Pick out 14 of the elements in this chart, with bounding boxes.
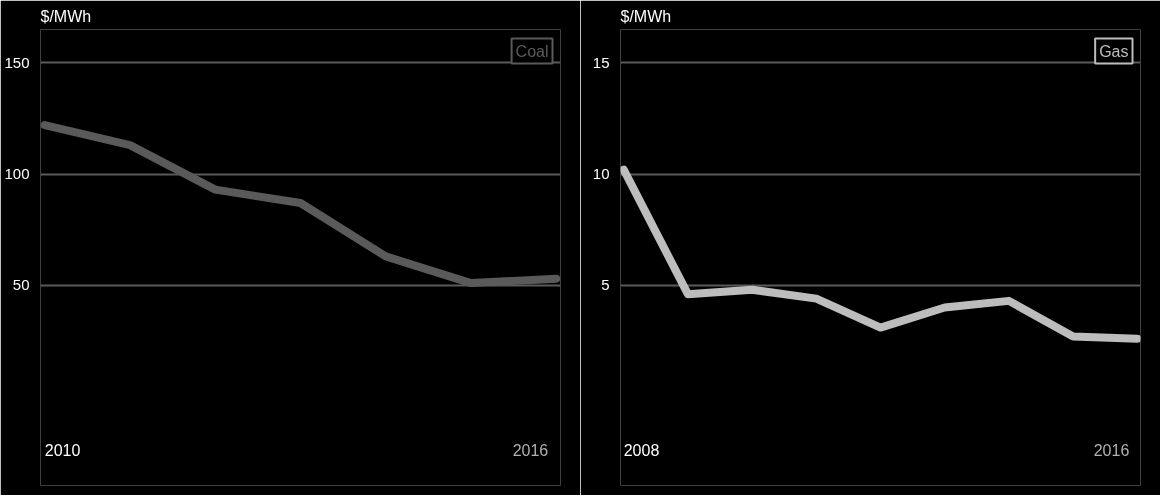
y-tick-label: 10 [592,165,610,183]
annotation: 2016 [1093,441,1130,459]
y-axis-title: $/MWh [620,7,672,25]
y-tick-label: 150 [4,53,30,71]
annotation: 2008 [623,441,660,459]
annotation: 2016 [512,441,549,459]
text: Gas [1099,42,1129,60]
y-tick-label: 100 [4,165,30,183]
y-tick-label: 5 [601,276,610,294]
y-tick-label: 15 [592,53,610,71]
annotation: 2010 [44,441,81,459]
text: Coal [515,42,549,60]
y-tick-label: 50 [12,276,30,294]
y-axis-title: $/MWh [40,7,92,25]
